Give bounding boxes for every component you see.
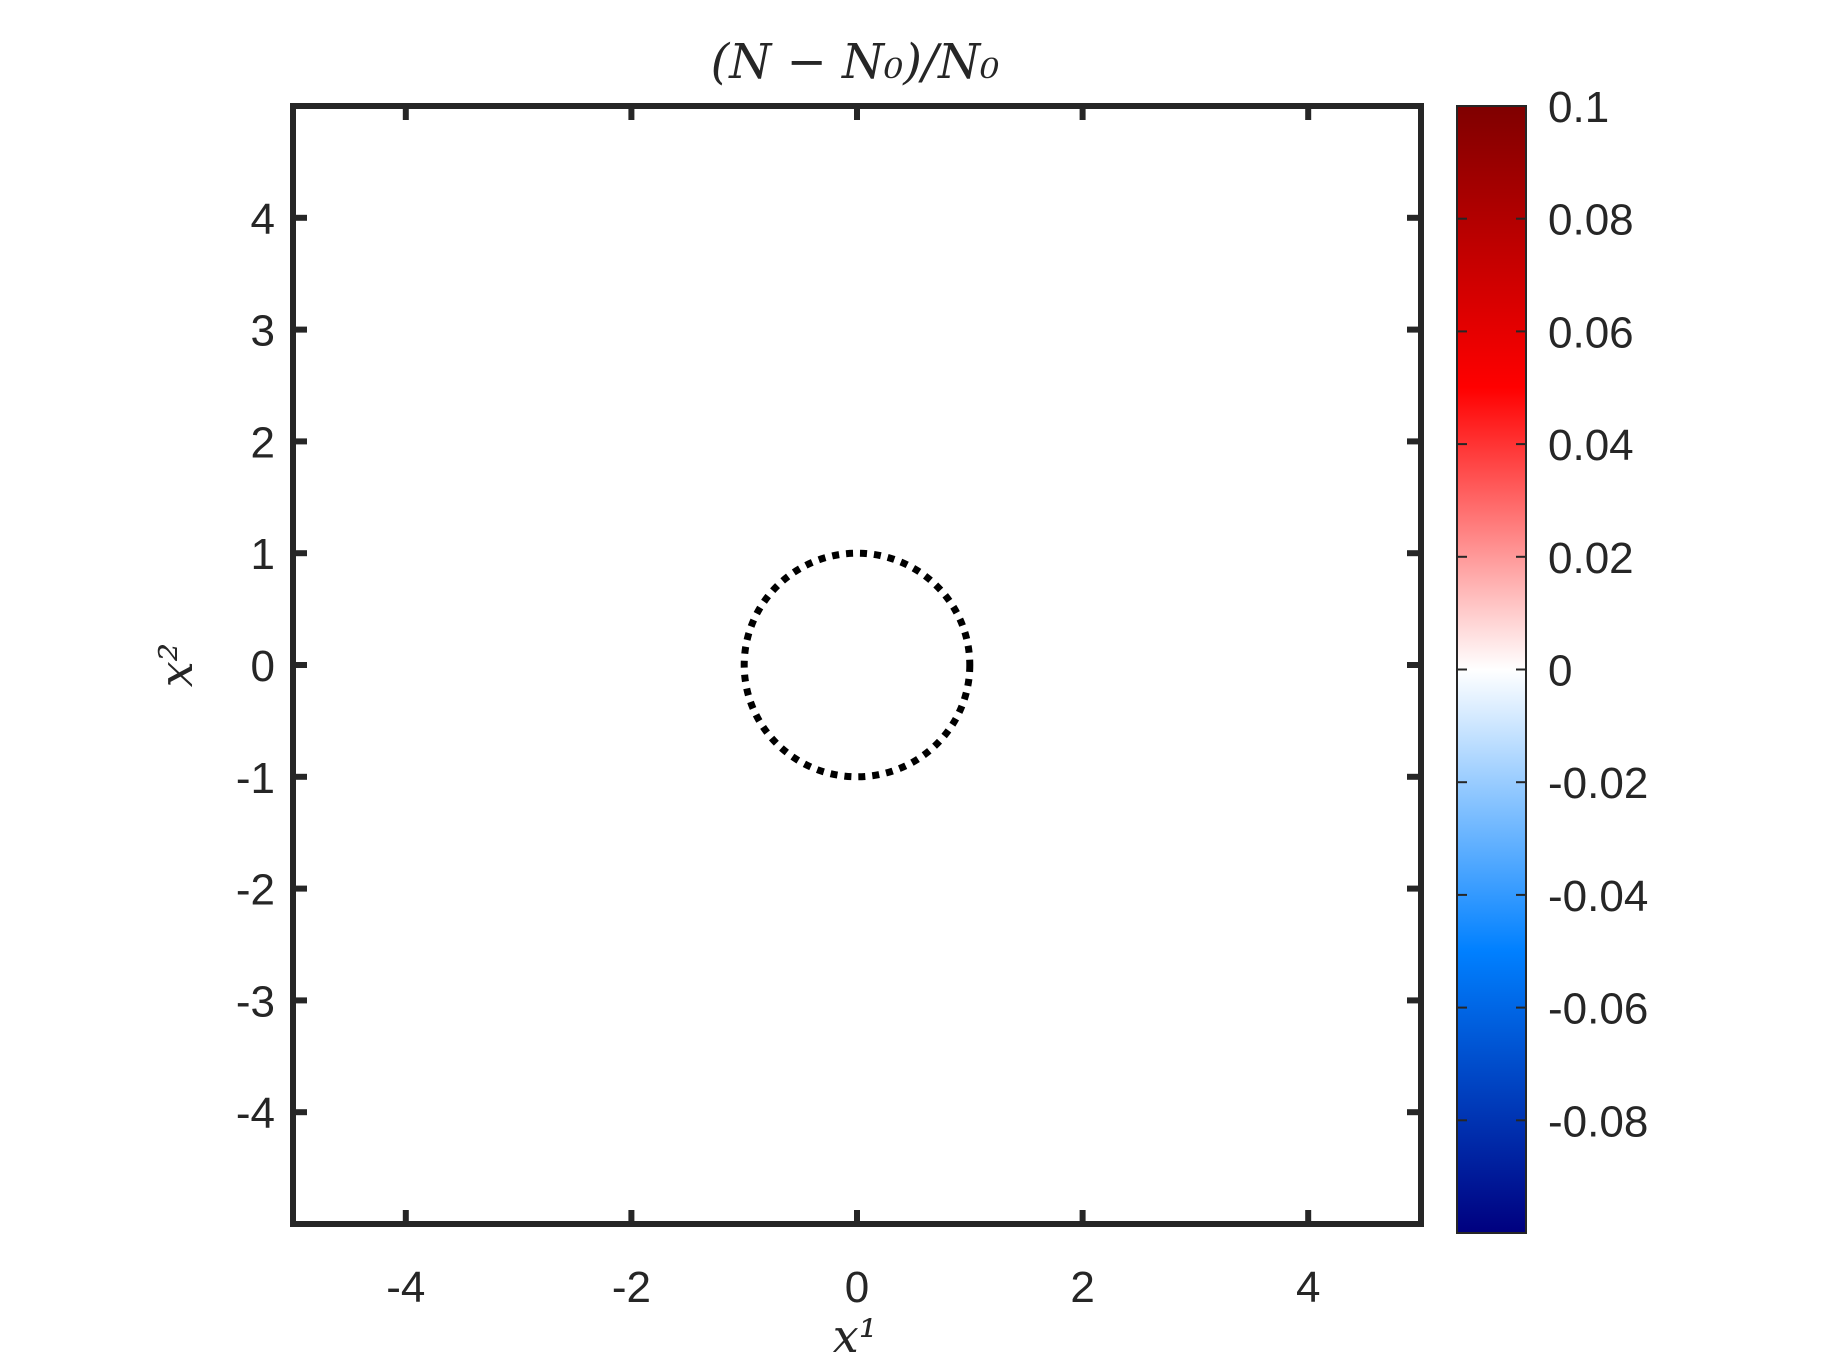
y-tick-label: 4 bbox=[251, 195, 275, 244]
annotations bbox=[740, 549, 974, 781]
y-tick-label: 3 bbox=[251, 307, 275, 356]
colorbar-ticks: 0.1 0.08 0.06 0.04 0.02 0 -0.02 -0.04 -0.06 -0.08 bbox=[1457, 83, 1648, 1146]
colorbar-tick-label: -0.02 bbox=[1548, 759, 1648, 808]
colorbar-tick-label: 0.04 bbox=[1548, 421, 1634, 470]
y-tick-label: 1 bbox=[251, 530, 275, 579]
y-tick-labels: 4 3 2 1 0 -1 -2 -3 -4 bbox=[236, 195, 275, 1138]
colorbar-tick-label: 0.06 bbox=[1548, 308, 1634, 357]
colorbar-tick-label: 0 bbox=[1548, 647, 1572, 696]
colorbar-tick-label: -0.06 bbox=[1548, 985, 1648, 1034]
y-tick-label: 2 bbox=[251, 418, 275, 467]
plot-area bbox=[293, 106, 1421, 1224]
boundary-circle bbox=[740, 549, 974, 781]
colorbar bbox=[1456, 105, 1527, 1234]
colorbar-tick-label: -0.04 bbox=[1548, 872, 1648, 921]
x-tick-label: 0 bbox=[845, 1263, 869, 1312]
y-tick-label: -3 bbox=[236, 977, 275, 1026]
x-tick-labels: -4 -2 0 2 4 bbox=[386, 1263, 1320, 1312]
x-tick-label: 4 bbox=[1296, 1263, 1320, 1312]
plot-frame bbox=[290, 103, 1424, 1227]
x-tick-label: 2 bbox=[1070, 1263, 1094, 1312]
x-axis-label: x¹ bbox=[833, 1309, 877, 1363]
x-tick-label: -2 bbox=[612, 1263, 651, 1312]
x-tick-label: -4 bbox=[386, 1263, 425, 1312]
colorbar-tick-label: 0.08 bbox=[1548, 196, 1634, 245]
chart-title: (N − N₀)/N₀ bbox=[711, 34, 1000, 90]
y-tick-label: -4 bbox=[236, 1089, 275, 1138]
y-axis-label: x² bbox=[149, 643, 203, 687]
y-tick-label: -1 bbox=[236, 754, 275, 803]
y-tick-label: 0 bbox=[251, 642, 275, 691]
y-tick-label: -2 bbox=[236, 866, 275, 915]
colorbar-tick-label: -0.08 bbox=[1548, 1097, 1648, 1146]
colorbar-tick-label: 0.02 bbox=[1548, 534, 1634, 583]
colorbar-tick-label: 0.1 bbox=[1548, 83, 1609, 132]
